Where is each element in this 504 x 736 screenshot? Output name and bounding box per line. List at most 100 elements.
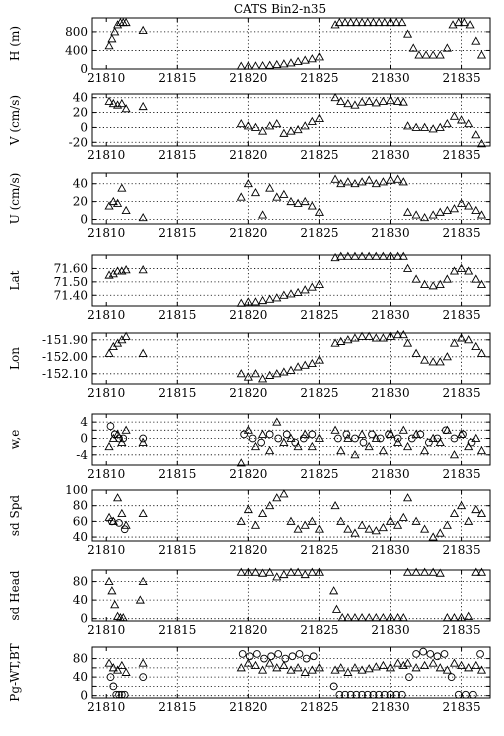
data-point-triangle [378,333,388,342]
ytick-label: 0 [80,689,88,703]
data-point-triangle [243,372,253,381]
data-point-triangle [138,576,148,586]
xtick-label: 21815 [158,386,196,400]
plot-frame [91,489,491,542]
data-point-triangle [314,207,324,216]
ytick-label: 71.60 [54,261,88,275]
ytick-label: -20 [69,135,88,149]
data-point-circle [253,650,261,658]
ytick-label: -4 [76,448,88,462]
data-point-triangle [104,441,114,451]
data-point-triangle [343,613,353,622]
data-point-triangle [357,331,367,340]
data-point-circle [299,434,308,443]
data-point-triangle [357,613,367,622]
data-point-triangle [357,251,367,260]
xtick-label: 21820 [229,386,267,400]
data-point-triangle [357,17,367,27]
data-point-triangle [113,665,123,674]
data-point-triangle [402,207,413,216]
plot-frame [91,172,491,225]
data-point-triangle [397,17,407,27]
data-point-triangle [307,201,317,210]
data-point-circle [245,652,254,661]
data-point-triangle [364,524,374,533]
data-point-triangle [350,100,360,109]
ytick-label: 40 [73,530,88,544]
data-point-triangle [371,179,381,188]
data-point-circle [467,438,476,447]
ytick-label: -152.10 [42,367,88,381]
data-point-circle [120,690,129,699]
data-point-triangle [236,298,246,307]
data-point-circle [426,650,435,658]
data-point-triangle [138,101,148,111]
plot-frame [91,646,491,699]
data-point-triangle [314,433,324,442]
data-point-triangle [286,58,296,67]
data-point-triangle [385,251,396,260]
data-point-triangle [476,508,487,517]
data-point-triangle [314,113,324,122]
data-point-circle [108,517,116,526]
data-point-triangle [378,445,388,455]
data-point-triangle [428,532,438,541]
data-point-circle [369,690,378,699]
data-point-triangle [464,663,474,672]
xtick-label: 21820 [229,623,267,637]
data-point-triangle [442,352,452,361]
data-point-triangle [402,567,413,576]
ylabel: H (m) [8,26,22,61]
data-point-circle [274,434,283,443]
plot-frame [91,17,491,70]
data-point-triangle [307,665,317,674]
data-point-circle [329,682,338,691]
data-point-triangle [293,362,303,371]
data-point-triangle [428,124,438,133]
ytick-label: 0 [80,213,88,227]
data-point-triangle [138,508,148,517]
data-point-circle [115,690,123,699]
data-point-circle [375,690,383,699]
data-point-triangle [385,95,396,105]
data-point-triangle [108,663,118,672]
data-point-triangle [457,263,467,272]
data-point-triangle [346,17,356,27]
data-point-triangle [428,210,438,219]
data-point-triangle [314,52,324,61]
data-point-triangle [336,445,346,455]
data-point-triangle [471,567,481,576]
data-point-triangle [330,500,340,510]
data-point-triangle [279,660,289,669]
data-point-triangle [449,338,460,347]
data-point-triangle [250,122,261,131]
data-point-triangle [420,122,430,131]
data-point-triangle [272,572,282,581]
data-point-triangle [279,367,289,376]
data-point-triangle [357,177,367,186]
data-point-triangle [464,201,474,210]
data-point-circle [295,650,304,658]
xtick-label: 21830 [371,71,409,85]
data-point-triangle [411,210,421,219]
data-point-triangle [435,357,445,366]
data-point-triangle [293,567,303,576]
data-point-triangle [258,374,268,383]
data-point-circle [120,525,129,534]
data-point-triangle [414,50,424,59]
data-point-triangle [471,504,481,514]
figure-title: CATS Bin2-n35 [234,2,326,16]
data-point-triangle [371,251,381,260]
xtick-label: 21830 [371,148,409,162]
data-point-triangle [435,50,445,59]
data-point-triangle [113,429,123,438]
data-point-triangle [272,59,282,69]
data-point-triangle [371,662,381,671]
data-point-triangle [364,613,374,622]
data-point-triangle [420,355,430,364]
xtick-label: 21810 [87,467,125,481]
data-point-triangle [351,17,361,27]
data-point-triangle [449,204,460,213]
